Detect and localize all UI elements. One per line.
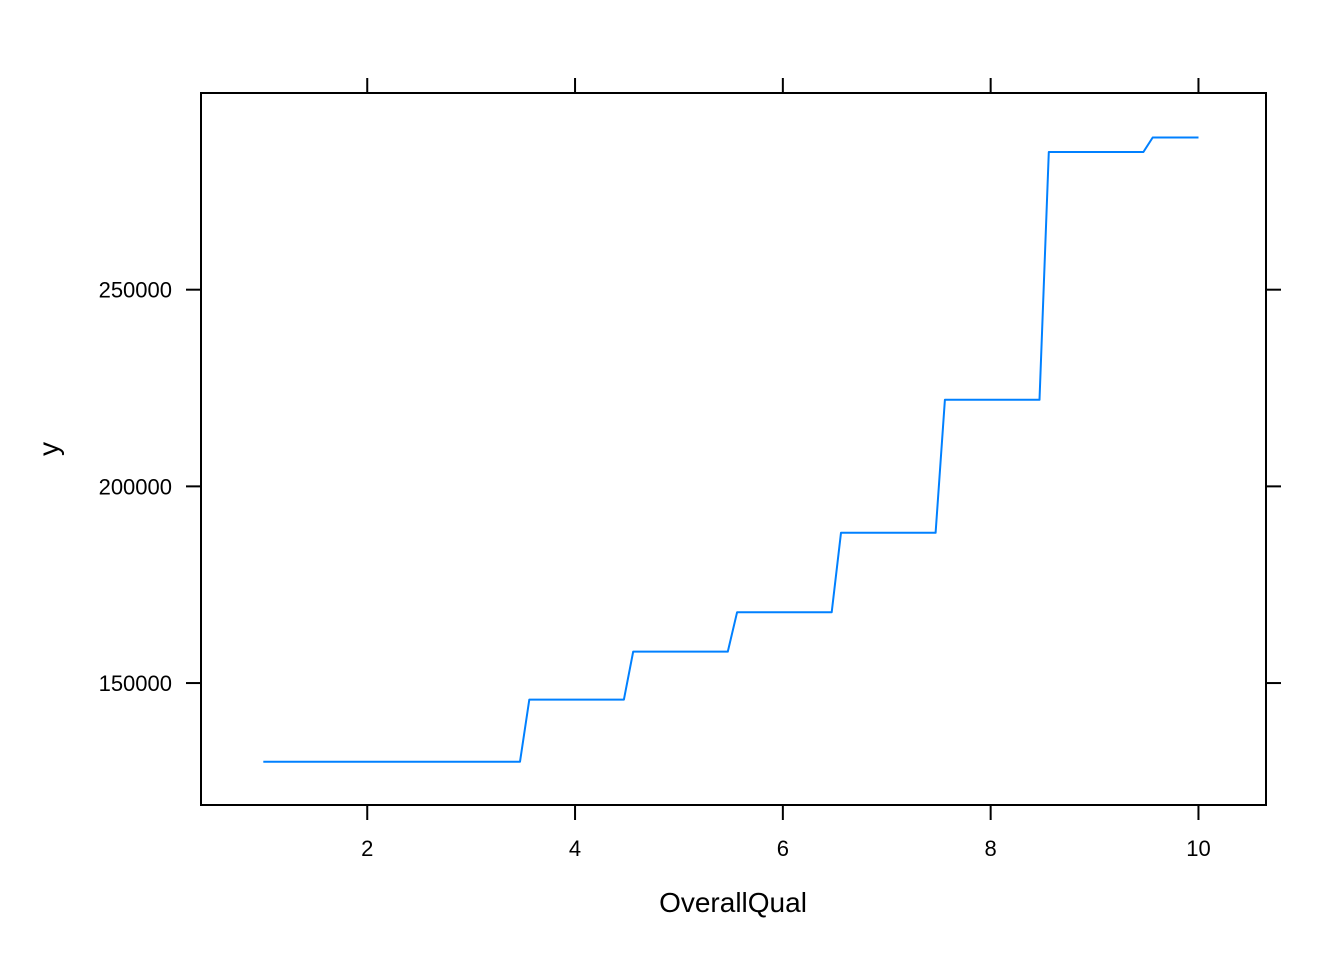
y-tick-label: 250000 <box>99 278 172 303</box>
plot-frame <box>200 92 1267 806</box>
x-tick-label: 10 <box>1186 836 1210 861</box>
x-tick-label: 4 <box>569 836 581 861</box>
x-tick-label: 6 <box>777 836 789 861</box>
series-line <box>263 136 1199 763</box>
y-tick-label: 150000 <box>99 671 172 696</box>
x-tick-label: 2 <box>361 836 373 861</box>
y-axis-ticks: 150000 200000 250000 <box>99 278 1281 696</box>
x-axis-ticks: 2 4 6 8 10 <box>361 78 1211 861</box>
y-tick-label: 200000 <box>99 474 172 499</box>
y-axis-label: y <box>33 442 64 456</box>
series-layer <box>263 136 1199 763</box>
x-tick-label: 8 <box>985 836 997 861</box>
x-axis-label: OverallQual <box>659 887 807 918</box>
